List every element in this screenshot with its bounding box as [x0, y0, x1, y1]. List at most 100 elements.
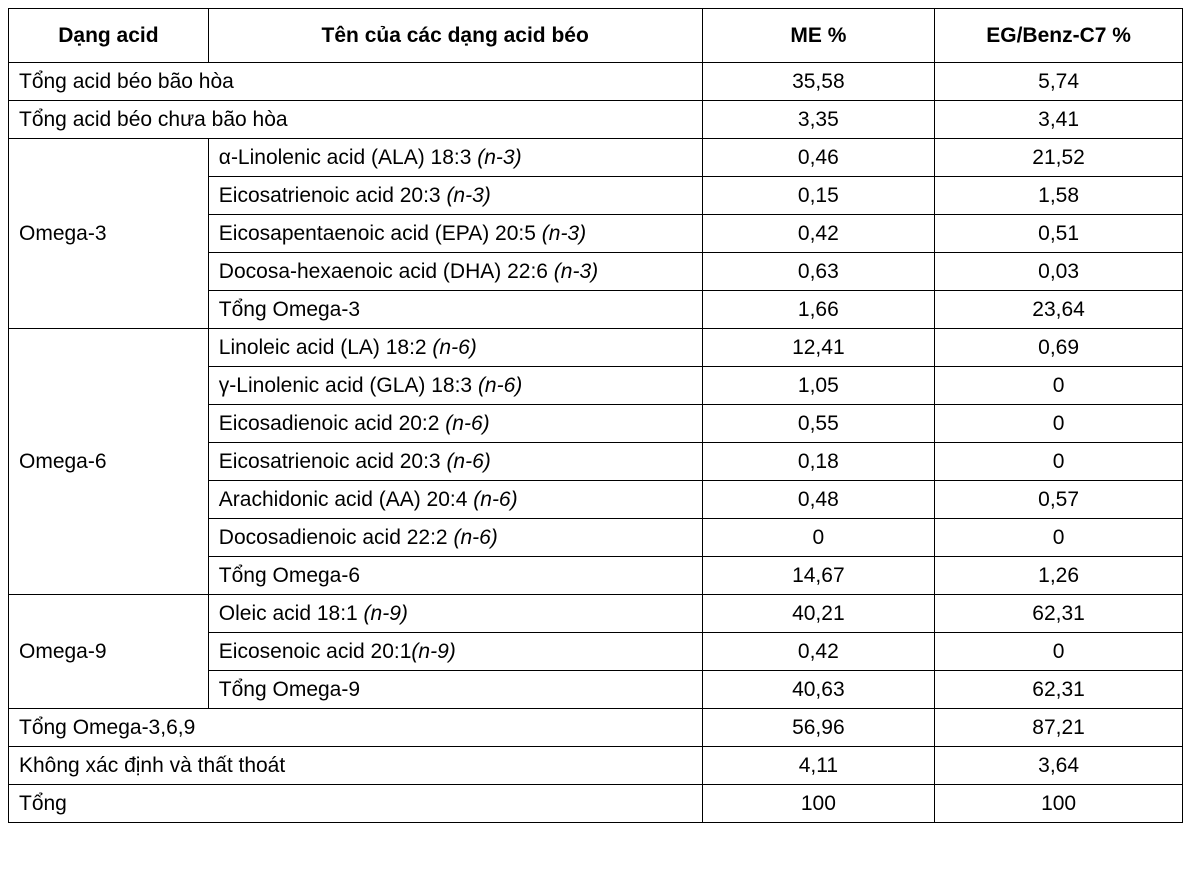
- me-value: 0,46: [701, 138, 936, 177]
- acid-name-text: γ-Linolenic acid (GLA) 18:3: [218, 373, 478, 397]
- table-row: Docosa-hexaenoic acid (DHA) 22:6 (n-3) 0,…: [9, 252, 1183, 291]
- acid-name-text: Linoleic acid (LA) 18:2: [218, 335, 433, 359]
- me-value: 0,18: [701, 442, 936, 481]
- acid-name-text: Tổng Omega-6: [218, 563, 361, 587]
- header-cell: Tên của các dạng acid béo: [207, 8, 703, 63]
- acid-name: Eicosatrienoic acid 20:3 (n-3): [207, 176, 703, 215]
- table-row: Eicosatrienoic acid 20:3 (n-3) 0,15 1,58: [9, 176, 1183, 215]
- table-row: Omega-3 α-Linolenic acid (ALA) 18:3 (n-3)…: [8, 138, 1183, 329]
- eg-value: 3,41: [934, 100, 1183, 139]
- row-label: Tổng acid béo bão hòa: [8, 62, 703, 101]
- eg-value: 0,03: [934, 252, 1183, 291]
- acid-name-text: Tổng Omega-9: [218, 677, 361, 701]
- acid-tag: (n-3): [446, 183, 491, 207]
- eg-value: 23,64: [934, 290, 1183, 329]
- group-label: Omega-3: [8, 138, 209, 329]
- me-value: 0,63: [701, 252, 936, 291]
- table-row: Tổng Omega-3,6,9 56,96 87,21: [8, 708, 1183, 747]
- me-value: 35,58: [701, 62, 936, 101]
- table-row: Tổng acid béo chưa bão hòa 3,35 3,41: [8, 100, 1183, 139]
- acid-tag: (n-3): [553, 259, 599, 283]
- acid-name: Oleic acid 18:1 (n-9): [207, 594, 703, 633]
- me-value: 40,63: [701, 670, 936, 709]
- me-value: 56,96: [701, 708, 936, 747]
- table-row: Eicosatrienoic acid 20:3 (n-6) 0,18 0: [9, 442, 1183, 481]
- fatty-acid-table: Dạng acid Tên của các dạng acid béo ME % EG…: [8, 8, 1183, 823]
- acid-name: Eicosenoic acid 20:1(n-9): [207, 632, 703, 671]
- row-label: Không xác định và thất thoát: [8, 746, 703, 785]
- acid-name: Tổng Omega-6: [207, 556, 703, 595]
- group-label: Omega-6: [8, 328, 209, 595]
- table-row: Omega-6 Linoleic acid (LA) 18:2 (n-6) 12,4…: [8, 328, 1183, 595]
- acid-tag: (n-6): [446, 449, 491, 473]
- header-row: Dạng acid Tên của các dạng acid béo ME % EG…: [8, 8, 1183, 63]
- me-value: 40,21: [701, 594, 936, 633]
- me-value: 0,42: [701, 214, 936, 253]
- eg-value: 0,69: [934, 328, 1183, 367]
- acid-name-text: Eicosadienoic acid 20:2: [218, 411, 446, 435]
- acid-name: Arachidonic acid (AA) 20:4 (n-6): [207, 480, 703, 519]
- me-value: 0,42: [701, 632, 936, 671]
- acid-name: Eicosadienoic acid 20:2 (n-6): [207, 404, 703, 443]
- eg-value: 87,21: [934, 708, 1183, 747]
- acid-name-text: Eicosapentaenoic acid (EPA) 20:5: [218, 221, 542, 245]
- me-value: 14,67: [701, 556, 936, 595]
- me-value: 4,11: [701, 746, 936, 785]
- acid-name-text: α-Linolenic acid (ALA) 18:3: [218, 145, 478, 169]
- eg-value: 1,58: [934, 176, 1183, 215]
- me-value: 12,41: [701, 328, 936, 367]
- acid-tag: (n-9): [363, 601, 408, 625]
- table-row: Tổng Omega-9 40,63 62,31: [9, 670, 1183, 709]
- acid-name: γ-Linolenic acid (GLA) 18:3 (n-6): [207, 366, 703, 405]
- me-value: 0,55: [701, 404, 936, 443]
- eg-value: 62,31: [934, 670, 1183, 709]
- acid-name-text: Eicosenoic acid 20:1: [218, 639, 412, 663]
- acid-name-text: Docosa-hexaenoic acid (DHA) 22:6: [218, 259, 554, 283]
- group-label: Omega-9: [8, 594, 209, 709]
- header-cell: Dạng acid: [8, 8, 209, 63]
- table-row: Tổng Omega-6 14,67 1,26: [9, 556, 1183, 595]
- acid-tag: (n-3): [477, 145, 522, 169]
- acid-name: Docosadienoic acid 22:2 (n-6): [207, 518, 703, 557]
- eg-value: 62,31: [934, 594, 1183, 633]
- eg-value: 3,64: [934, 746, 1183, 785]
- table-row: Không xác định và thất thoát 4,11 3,64: [8, 746, 1183, 785]
- eg-value: 21,52: [934, 138, 1183, 177]
- acid-tag: (n-6): [473, 487, 518, 511]
- eg-value: 0: [934, 366, 1183, 405]
- acid-name: Tổng Omega-9: [207, 670, 703, 709]
- table-row: Tổng acid béo bão hòa 35,58 5,74: [8, 62, 1183, 101]
- acid-tag: (n-6): [453, 525, 498, 549]
- table-row: Eicosadienoic acid 20:2 (n-6) 0,55 0: [9, 404, 1183, 443]
- eg-value: 0: [934, 518, 1183, 557]
- acid-name: Eicosatrienoic acid 20:3 (n-6): [207, 442, 703, 481]
- table-row: Tổng Omega-3 1,66 23,64: [9, 290, 1183, 329]
- header-cell: EG/Benz-C7 %: [934, 8, 1183, 63]
- acid-tag: (n-6): [432, 335, 477, 359]
- acid-tag: (n-9): [411, 639, 456, 663]
- acid-name: α-Linolenic acid (ALA) 18:3 (n-3): [207, 138, 703, 177]
- row-label: Tổng Omega-3,6,9: [8, 708, 703, 747]
- acid-name-text: Tổng Omega-3: [218, 297, 361, 321]
- me-value: 1,05: [701, 366, 936, 405]
- acid-tag: (n-6): [477, 373, 523, 397]
- acid-name: Docosa-hexaenoic acid (DHA) 22:6 (n-3): [207, 252, 703, 291]
- table-row: Arachidonic acid (AA) 20:4 (n-6) 0,48 0,57: [9, 480, 1183, 519]
- acid-name: Eicosapentaenoic acid (EPA) 20:5 (n-3): [207, 214, 703, 253]
- row-label: Tổng acid béo chưa bão hòa: [8, 100, 703, 139]
- eg-value: 0: [934, 442, 1183, 481]
- eg-value: 100: [934, 784, 1183, 823]
- table-row: Tổng 100 100: [8, 784, 1183, 823]
- eg-value: 0: [934, 404, 1183, 443]
- acid-tag: (n-6): [445, 411, 490, 435]
- header-cell: ME %: [701, 8, 936, 63]
- eg-value: 0,51: [934, 214, 1183, 253]
- table-row: Eicosapentaenoic acid (EPA) 20:5 (n-3) 0,…: [9, 214, 1183, 253]
- acid-name: Linoleic acid (LA) 18:2 (n-6): [207, 328, 703, 367]
- eg-value: 5,74: [934, 62, 1183, 101]
- acid-tag: (n-3): [541, 221, 587, 245]
- acid-name-text: Docosadienoic acid 22:2: [218, 525, 454, 549]
- me-value: 0,15: [701, 176, 936, 215]
- me-value: 3,35: [701, 100, 936, 139]
- table-row: γ-Linolenic acid (GLA) 18:3 (n-6) 1,05 0: [9, 366, 1183, 405]
